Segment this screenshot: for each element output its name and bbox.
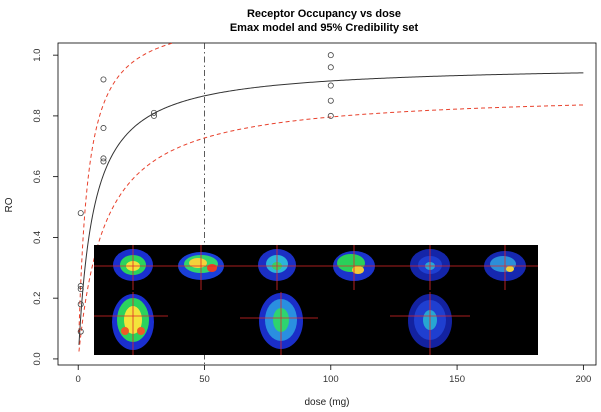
- data-point-13: [327, 82, 334, 89]
- y-tick-label-0: 0.0: [32, 352, 43, 365]
- y-tick-label-0.2: 0.2: [32, 292, 43, 305]
- x-tick-label-0: 0: [76, 374, 81, 385]
- chart-subtitle: Emax model and 95% Credibility set: [230, 22, 419, 34]
- data-point-15: [327, 52, 334, 59]
- data-point-10: [150, 109, 157, 116]
- data-point-6: [100, 155, 107, 162]
- data-point-2: [77, 286, 84, 293]
- y-axis: 0.0 0.2 0.4 0.6 0.8 1.0: [32, 49, 58, 366]
- data-point-3: [77, 283, 84, 290]
- y-axis-label: RO: [4, 197, 15, 212]
- x-tick-label-200: 200: [575, 374, 591, 385]
- data-point-1: [77, 301, 84, 308]
- data-point-9: [150, 112, 157, 119]
- x-tick-label-150: 150: [449, 374, 465, 385]
- data-point-4: [77, 210, 84, 217]
- upper-credibility-line: [78, 42, 173, 333]
- data-point-8: [100, 76, 107, 83]
- y-tick-label-0.4: 0.4: [32, 231, 43, 244]
- x-tick-label-50: 50: [199, 374, 210, 385]
- data-point-0: [77, 328, 84, 335]
- lower-credibility-line: [78, 104, 584, 352]
- pet-brain-scan-montage: [94, 245, 538, 355]
- data-point-7: [100, 125, 107, 132]
- chart-title: Receptor Occupancy vs dose: [247, 8, 401, 20]
- x-axis-label: dose (mg): [304, 397, 349, 408]
- data-point-11: [327, 112, 334, 119]
- x-tick-label-100: 100: [323, 374, 339, 385]
- x-axis: 0 50 100 150 200: [76, 365, 591, 385]
- scan-crosshairs: [94, 245, 538, 355]
- plot-area: 0 50 100 150 200 0.0 0.2 0.4 0.6 0.8 1.0: [32, 42, 597, 385]
- y-tick-label-1: 1.0: [32, 49, 43, 62]
- data-point-5: [100, 158, 107, 165]
- inset-background: [94, 245, 538, 355]
- emax-fit-line: [78, 72, 584, 345]
- y-tick-label-0.6: 0.6: [32, 170, 43, 183]
- scan-row-bottom: [112, 293, 452, 350]
- data-points: [77, 52, 334, 335]
- fit-curves: [78, 42, 584, 352]
- data-point-14: [327, 64, 334, 71]
- plot-frame: [57, 42, 597, 366]
- data-point-12: [327, 97, 334, 104]
- y-tick-label-0.8: 0.8: [32, 109, 43, 122]
